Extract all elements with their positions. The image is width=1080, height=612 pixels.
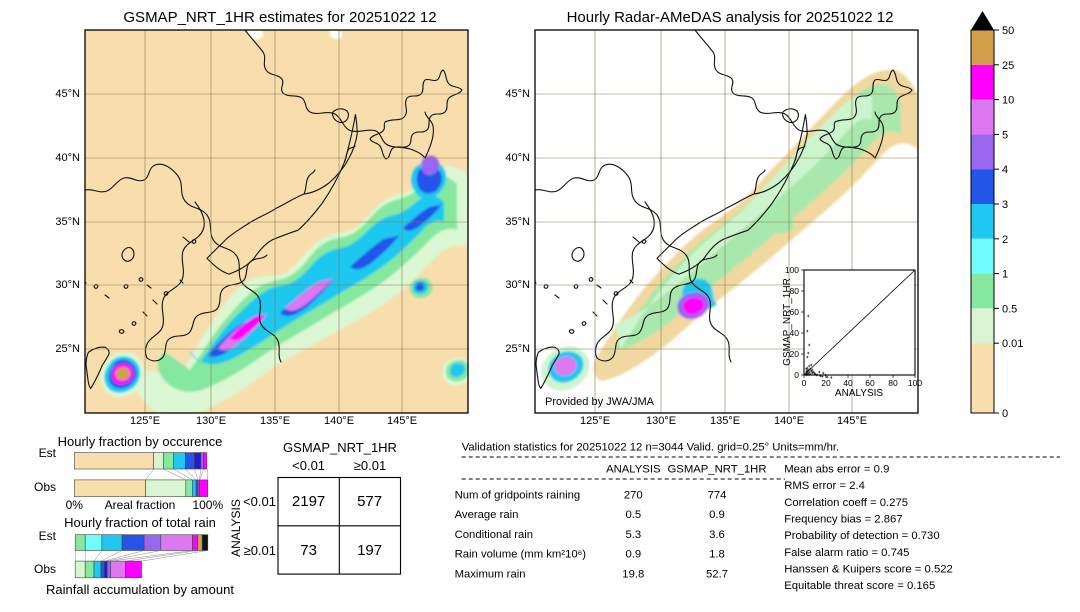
svg-text:Correlation coeff = 0.275: Correlation coeff = 0.275 — [784, 497, 908, 509]
svg-text:52.7: 52.7 — [706, 569, 728, 581]
svg-text:GSMAP_NRT_1HR estimates for 20: GSMAP_NRT_1HR estimates for 20251022 12 — [123, 9, 436, 26]
svg-text:0.5: 0.5 — [1002, 303, 1017, 315]
svg-text:4: 4 — [1002, 164, 1008, 176]
svg-text:GSMAP_NRT_1HR: GSMAP_NRT_1HR — [668, 464, 767, 476]
svg-text:ANALYSIS: ANALYSIS — [835, 388, 883, 399]
svg-text:100: 100 — [908, 378, 922, 388]
svg-text:0.5: 0.5 — [625, 509, 641, 521]
svg-text:RMS error = 2.4: RMS error = 2.4 — [784, 480, 865, 492]
svg-text:Conditional rain: Conditional rain — [455, 529, 533, 541]
svg-text:3: 3 — [1002, 199, 1008, 211]
svg-text:Num of gridpoints raining: Num of gridpoints raining — [455, 489, 581, 501]
svg-text:Hourly fraction of total rain: Hourly fraction of total rain — [64, 515, 216, 530]
svg-text:Obs: Obs — [34, 480, 56, 494]
svg-text:25°N: 25°N — [55, 343, 80, 355]
svg-text:ANALYSIS: ANALYSIS — [606, 464, 661, 476]
svg-text:Probability of detection = 0.: Probability of detection = 0.730 — [784, 530, 939, 542]
svg-text:40: 40 — [843, 378, 853, 388]
svg-text:30°N: 30°N — [505, 279, 530, 291]
svg-text:73: 73 — [300, 542, 317, 559]
svg-text:0: 0 — [1002, 408, 1008, 420]
svg-text:Areal fraction: Areal fraction — [105, 498, 176, 512]
svg-text:577: 577 — [357, 493, 382, 510]
svg-text:1.8: 1.8 — [709, 549, 725, 561]
svg-text:25: 25 — [1002, 60, 1014, 72]
svg-text:45°N: 45°N — [55, 88, 80, 100]
svg-text:145°E: 145°E — [837, 415, 867, 427]
svg-text:130°E: 130°E — [646, 415, 676, 427]
svg-text:140°E: 140°E — [324, 415, 354, 427]
svg-text:130°E: 130°E — [196, 415, 226, 427]
svg-text:Validation statistics for 2025: Validation statistics for 20251022 12 n=… — [462, 442, 839, 454]
svg-text:145°E: 145°E — [387, 415, 417, 427]
svg-text:125°E: 125°E — [130, 415, 160, 427]
svg-text:0%: 0% — [66, 498, 84, 512]
svg-text:774: 774 — [708, 489, 727, 501]
svg-text:2: 2 — [1002, 234, 1008, 246]
svg-text:125°E: 125°E — [580, 415, 610, 427]
svg-text:45°N: 45°N — [505, 88, 530, 100]
svg-text:0.9: 0.9 — [625, 549, 641, 561]
svg-text:5.3: 5.3 — [625, 529, 641, 541]
svg-text:Provided by JWA/JMA: Provided by JWA/JMA — [545, 396, 655, 408]
svg-text:Frequency bias = 2.867: Frequency bias = 2.867 — [784, 514, 902, 526]
svg-text:140°E: 140°E — [774, 415, 804, 427]
svg-text:2197: 2197 — [292, 493, 325, 510]
svg-text:0: 0 — [794, 370, 799, 380]
svg-text:3.6: 3.6 — [709, 529, 725, 541]
svg-text:False alarm ratio = 0.745: False alarm ratio = 0.745 — [784, 547, 909, 559]
svg-text:135°E: 135°E — [710, 415, 740, 427]
svg-text:≥0.01: ≥0.01 — [354, 458, 386, 473]
svg-text:Mean abs error = 0.9: Mean abs error = 0.9 — [784, 464, 889, 476]
svg-text:0.01: 0.01 — [1002, 338, 1023, 350]
svg-text:Maximum rain: Maximum rain — [455, 569, 526, 581]
svg-text:80: 80 — [888, 378, 898, 388]
svg-text:100: 100 — [785, 265, 799, 275]
svg-text:0.9: 0.9 — [709, 509, 725, 521]
svg-text:GSMAP_NRT_1HR: GSMAP_NRT_1HR — [782, 278, 793, 366]
svg-text:40°N: 40°N — [55, 152, 80, 164]
svg-text:35°N: 35°N — [55, 216, 80, 228]
svg-text:25°N: 25°N — [505, 343, 530, 355]
svg-text:Rainfall accumulation by amoun: Rainfall accumulation by amount — [46, 582, 234, 597]
svg-text:135°E: 135°E — [260, 415, 290, 427]
svg-text:Obs: Obs — [34, 562, 56, 576]
svg-text:Est: Est — [39, 446, 57, 460]
svg-text:20: 20 — [821, 378, 831, 388]
svg-text:19.8: 19.8 — [622, 569, 644, 581]
svg-text:Est: Est — [39, 529, 57, 543]
svg-text:Hourly fraction by occurence: Hourly fraction by occurence — [58, 434, 223, 449]
svg-text:270: 270 — [624, 489, 643, 501]
svg-text:≥0.01: ≥0.01 — [244, 543, 276, 558]
svg-text:ANALYSIS: ANALYSIS — [229, 499, 243, 557]
svg-text:35°N: 35°N — [505, 216, 530, 228]
svg-text:30°N: 30°N — [55, 279, 80, 291]
svg-text:100%: 100% — [192, 498, 223, 512]
svg-text:<0.01: <0.01 — [243, 494, 276, 509]
svg-text:10: 10 — [1002, 95, 1014, 107]
svg-text:Hourly Radar-AMeDAS analysis f: Hourly Radar-AMeDAS analysis for 2025102… — [567, 9, 894, 26]
svg-text:GSMAP_NRT_1HR: GSMAP_NRT_1HR — [283, 440, 397, 455]
svg-text:Equitable threat score = 0.16: Equitable threat score = 0.165 — [784, 580, 935, 592]
svg-text:0: 0 — [802, 378, 807, 388]
svg-text:Hanssen & Kuipers score = 0.5: Hanssen & Kuipers score = 0.522 — [784, 564, 953, 576]
svg-text:60: 60 — [865, 378, 875, 388]
svg-text:40°N: 40°N — [505, 152, 530, 164]
svg-text:<0.01: <0.01 — [292, 458, 325, 473]
svg-text:50: 50 — [1002, 25, 1014, 37]
svg-text:Average rain: Average rain — [455, 509, 519, 521]
svg-text:5: 5 — [1002, 129, 1008, 141]
svg-text:197: 197 — [357, 542, 382, 559]
svg-text:1: 1 — [1002, 269, 1008, 281]
svg-text:Rain volume (mm km²10⁶): Rain volume (mm km²10⁶) — [455, 549, 587, 561]
